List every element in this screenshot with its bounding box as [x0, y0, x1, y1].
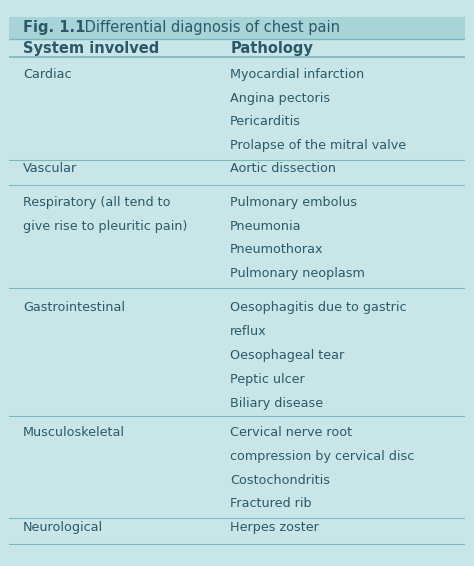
FancyBboxPatch shape [9, 17, 465, 39]
Text: Costochondritis: Costochondritis [230, 474, 330, 487]
FancyBboxPatch shape [9, 288, 465, 416]
FancyBboxPatch shape [9, 58, 465, 160]
Text: Respiratory (all tend to: Respiratory (all tend to [23, 196, 171, 209]
Text: Cardiac: Cardiac [23, 68, 72, 81]
Text: Prolapse of the mitral valve: Prolapse of the mitral valve [230, 139, 406, 152]
Text: Fractured rib: Fractured rib [230, 498, 312, 511]
FancyBboxPatch shape [9, 160, 465, 186]
Text: Cervical nerve root: Cervical nerve root [230, 426, 352, 439]
Text: Oesophageal tear: Oesophageal tear [230, 349, 345, 362]
FancyBboxPatch shape [9, 416, 465, 518]
Text: Angina pectoris: Angina pectoris [230, 92, 330, 105]
Text: Pericarditis: Pericarditis [230, 115, 301, 128]
FancyBboxPatch shape [9, 39, 465, 58]
Text: Pulmonary neoplasm: Pulmonary neoplasm [230, 267, 365, 280]
Text: Myocardial infarction: Myocardial infarction [230, 68, 365, 81]
Text: Herpes zoster: Herpes zoster [230, 521, 319, 534]
Text: Pulmonary embolus: Pulmonary embolus [230, 196, 357, 209]
Text: Vascular: Vascular [23, 162, 77, 175]
Text: Gastrointestinal: Gastrointestinal [23, 301, 125, 314]
Text: Pneumonia: Pneumonia [230, 220, 301, 233]
Text: Biliary disease: Biliary disease [230, 397, 323, 410]
Text: Differential diagnosis of chest pain: Differential diagnosis of chest pain [80, 20, 340, 35]
Text: Musculoskeletal: Musculoskeletal [23, 426, 125, 439]
Text: Neurological: Neurological [23, 521, 103, 534]
Text: System involved: System involved [23, 41, 159, 55]
Text: Oesophagitis due to gastric: Oesophagitis due to gastric [230, 301, 407, 314]
Text: Aortic dissection: Aortic dissection [230, 162, 336, 175]
Text: reflux: reflux [230, 325, 267, 338]
FancyBboxPatch shape [9, 518, 465, 544]
Text: Pneumothorax: Pneumothorax [230, 243, 324, 256]
Text: compression by cervical disc: compression by cervical disc [230, 450, 414, 463]
Text: Pathology: Pathology [230, 41, 313, 55]
Text: Peptic ulcer: Peptic ulcer [230, 373, 305, 386]
Text: give rise to pleuritic pain): give rise to pleuritic pain) [23, 220, 188, 233]
Text: Fig. 1.1: Fig. 1.1 [23, 20, 85, 35]
FancyBboxPatch shape [9, 186, 465, 288]
